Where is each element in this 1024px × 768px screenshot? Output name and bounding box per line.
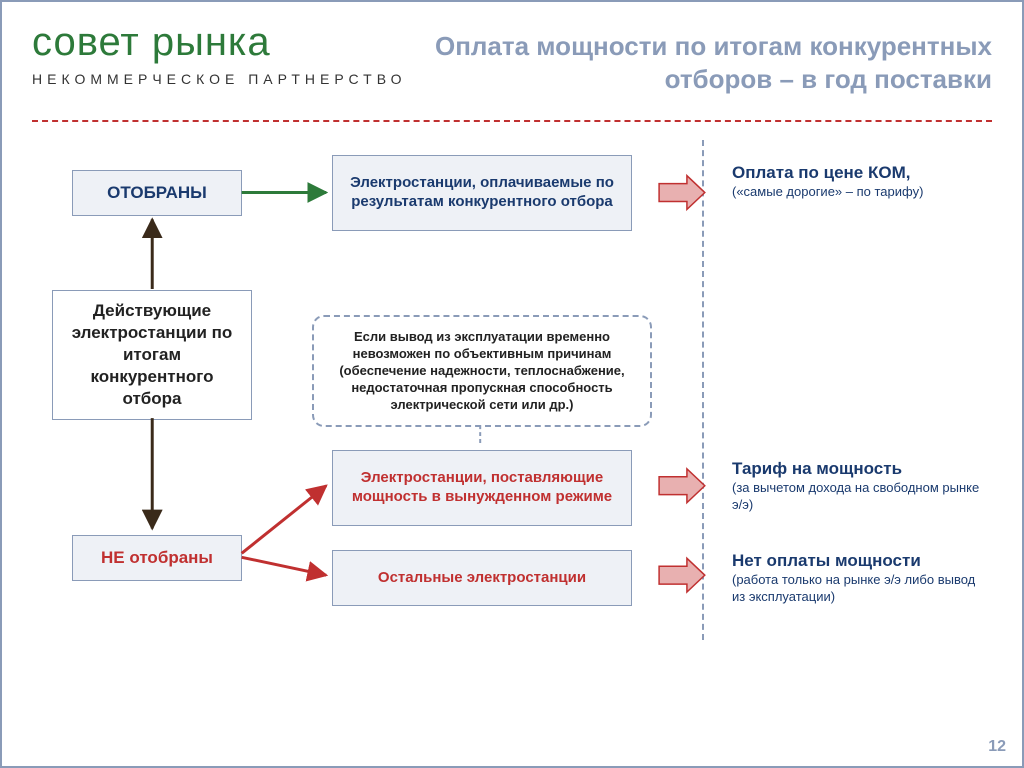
outcome-none-main: Нет оплаты мощности bbox=[732, 550, 992, 572]
note-bubble: Если вывод из эксплуатации временно нево… bbox=[312, 315, 652, 427]
node-center: Действующие электростанции по итогам кон… bbox=[52, 290, 252, 420]
node-rest-label: Остальные электростанции bbox=[378, 569, 586, 588]
block-arrow-tariff bbox=[659, 469, 705, 503]
node-paid-by-selection: Электростанции, оплачиваемые по результа… bbox=[332, 155, 632, 231]
outcome-tariff-sub: (за вычетом дохода на свободном рынке э/… bbox=[732, 480, 992, 514]
outcome-tariff-main: Тариф на мощность bbox=[732, 458, 992, 480]
outcome-kom: Оплата по цене КОМ, («самые дорогие» – п… bbox=[732, 162, 992, 201]
outcome-kom-sub: («самые дорогие» – по тарифу) bbox=[732, 184, 992, 201]
block-arrow-none bbox=[659, 558, 705, 592]
vertical-divider bbox=[702, 140, 704, 640]
note-bubble-text: Если вывод из эксплуатации временно нево… bbox=[339, 329, 624, 412]
arrow-notselected-to-forced bbox=[242, 486, 326, 554]
slide-title: Оплата мощности по итогам конкурентных о… bbox=[392, 30, 992, 95]
header: совет рынка НЕКОММЕРЧЕСКОЕ ПАРТНЕРСТВО О… bbox=[32, 20, 992, 110]
node-selected: ОТОБРАНЫ bbox=[72, 170, 242, 216]
node-forced-mode: Электростанции, поставляющие мощность в … bbox=[332, 450, 632, 526]
diagram-canvas: ОТОБРАНЫ Действующие электростанции по и… bbox=[2, 120, 1022, 766]
outcome-none-sub: (работа только на рынке э/э либо вывод и… bbox=[732, 572, 992, 606]
page-number: 12 bbox=[988, 738, 1006, 756]
node-not-selected: НЕ отобраны bbox=[72, 535, 242, 581]
block-arrow-kom bbox=[659, 176, 705, 210]
outcome-tariff: Тариф на мощность (за вычетом дохода на … bbox=[732, 458, 992, 514]
node-selected-label: ОТОБРАНЫ bbox=[107, 182, 207, 203]
outcome-kom-main: Оплата по цене КОМ, bbox=[732, 162, 992, 184]
arrow-notselected-to-rest bbox=[242, 557, 326, 575]
node-forced-mode-label: Электростанции, поставляющие мощность в … bbox=[343, 469, 621, 507]
node-paid-by-selection-label: Электростанции, оплачиваемые по результа… bbox=[343, 174, 621, 212]
outcome-none: Нет оплаты мощности (работа только на ры… bbox=[732, 550, 992, 606]
node-center-label: Действующие электростанции по итогам кон… bbox=[67, 300, 237, 410]
slide-frame: совет рынка НЕКОММЕРЧЕСКОЕ ПАРТНЕРСТВО О… bbox=[0, 0, 1024, 768]
node-rest: Остальные электростанции bbox=[332, 550, 632, 606]
node-not-selected-label: НЕ отобраны bbox=[101, 547, 213, 568]
